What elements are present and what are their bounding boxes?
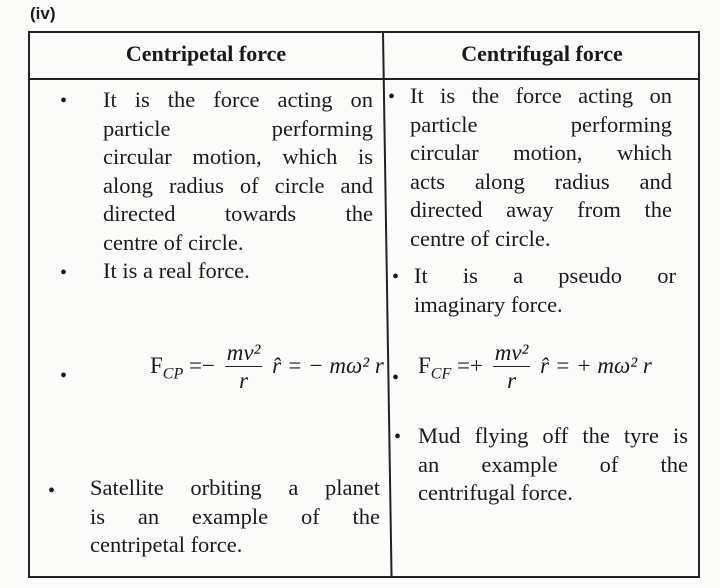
formula-sub: CF: [430, 365, 452, 383]
right-nature: It is a pseudo or imaginary force.: [414, 262, 676, 319]
text-line: centre of circle.: [103, 229, 244, 255]
formula-num: mv²: [492, 340, 531, 367]
formula-lhs: F: [418, 352, 431, 378]
text-line: directed away from the: [410, 197, 672, 222]
right-definition: It is the force acting on particle perfor…: [410, 82, 672, 253]
left-formula: FCP =− mv² r r̂ = − mω² r⃗: [150, 340, 402, 395]
bullet: •: [392, 367, 400, 389]
header-centripetal: Centripetal force: [125, 41, 287, 66]
bullet: •: [60, 365, 68, 387]
header-divider: [30, 78, 698, 80]
text-line: directed towards the: [103, 201, 373, 226]
header-centrifugal: Centrifugal force: [461, 41, 623, 66]
text-line: particle performing: [103, 115, 373, 141]
right-example: Mud flying off the tyre is an example of …: [418, 422, 688, 508]
formula-den: r: [239, 368, 249, 393]
text-line: It is a real force.: [103, 258, 250, 283]
formula-den: r: [507, 368, 517, 393]
column-divider: [382, 33, 393, 576]
right-formula: FCF =+ mv² r r̂ = + mω² r⃗: [418, 340, 670, 395]
text-line: centrifugal force.: [418, 480, 573, 505]
text-line: circular motion, which: [410, 140, 672, 165]
bullet: •: [392, 266, 400, 288]
formula-sign: =+: [457, 352, 483, 378]
formula-lhs: F: [150, 352, 163, 378]
left-example: Satellite orbiting a planet is an example…: [90, 474, 380, 560]
text-line: Mud flying off the tyre is: [418, 423, 688, 448]
text-line: an example of the: [418, 451, 688, 477]
text-line: imaginary force.: [414, 291, 563, 317]
bullet: •: [394, 426, 402, 448]
text-line: acts along radius and: [410, 168, 672, 194]
comparison-table: Centripetal force Centrifugal force: [28, 31, 700, 578]
text-line: It is the force acting on: [410, 83, 672, 108]
left-definition: It is the force acting on particle perfor…: [103, 86, 373, 257]
bullet: •: [48, 480, 56, 502]
text-line: is an example of the: [90, 503, 380, 529]
formula-sign: =−: [189, 352, 215, 378]
formula-sub: CP: [162, 365, 184, 383]
text-line: particle performing: [410, 111, 672, 137]
text-line: centripetal force.: [90, 532, 243, 557]
bullet: •: [388, 86, 396, 108]
formula-rest: r̂ = − mω² r⃗: [272, 352, 402, 378]
bullet: •: [60, 262, 68, 284]
section-label: (iv): [30, 4, 56, 23]
text-line: circular motion, which is: [103, 144, 373, 169]
text-line: along radius of circle and: [103, 172, 373, 198]
left-nature: It is a real force.: [103, 257, 373, 286]
formula-rest: r̂ = + mω² r⃗: [540, 352, 670, 378]
text-line: It is the force acting on: [103, 87, 373, 112]
text-line: centre of circle.: [410, 225, 551, 251]
bullet: •: [60, 90, 68, 112]
text-line: It is a pseudo or: [414, 263, 676, 288]
formula-num: mv²: [224, 340, 263, 367]
text-line: Satellite orbiting a planet: [90, 475, 380, 500]
